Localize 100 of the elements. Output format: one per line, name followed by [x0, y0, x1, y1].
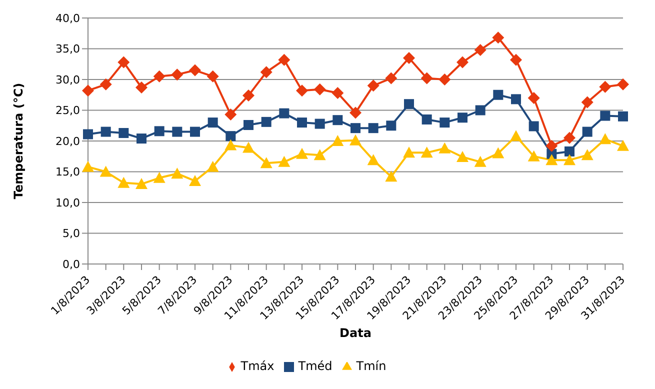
point [528, 121, 539, 132]
point [474, 156, 486, 167]
point [564, 132, 576, 144]
point [278, 156, 290, 167]
point [404, 99, 414, 110]
point [100, 78, 112, 90]
point [100, 166, 112, 177]
point [456, 150, 468, 162]
point [206, 160, 219, 172]
point [493, 90, 504, 100]
y-axis-title: Temperatura (°C) [11, 82, 26, 200]
y-tick-label: 25,0 [56, 104, 80, 118]
y-tick-label: 0,0 [62, 258, 80, 271]
point [314, 149, 326, 160]
point [564, 146, 574, 156]
legend-label: Tmín [356, 359, 386, 373]
point [261, 116, 272, 127]
point [242, 89, 254, 102]
point [260, 157, 272, 168]
point [599, 80, 612, 93]
point [564, 154, 576, 166]
point [422, 114, 432, 124]
point [332, 135, 344, 146]
point [189, 174, 201, 186]
point [100, 126, 111, 137]
point [171, 68, 184, 81]
point [546, 140, 558, 152]
point [475, 105, 486, 116]
point [314, 118, 325, 129]
point [367, 154, 380, 166]
point [172, 126, 182, 137]
point [546, 154, 558, 166]
point [403, 52, 415, 64]
point [244, 120, 254, 130]
point [510, 130, 522, 142]
point [314, 83, 326, 96]
point [386, 120, 396, 131]
point [208, 118, 218, 128]
point [278, 54, 290, 66]
point [474, 44, 486, 56]
point [206, 70, 219, 82]
point [438, 74, 451, 86]
point [617, 140, 629, 151]
point [82, 84, 94, 97]
point [136, 134, 146, 144]
point [118, 56, 130, 68]
point [492, 32, 504, 44]
y-tick-label: 40,0 [56, 12, 80, 25]
point [332, 87, 344, 100]
point [171, 168, 184, 179]
point [190, 126, 200, 137]
point [420, 72, 433, 84]
point [456, 56, 468, 68]
y-tick-label: 5,0 [62, 227, 80, 240]
point [440, 118, 450, 128]
point [528, 92, 540, 104]
y-tick-label: 35,0 [56, 42, 80, 56]
point [581, 149, 594, 160]
point [260, 66, 272, 78]
point [438, 142, 451, 154]
point [224, 139, 237, 150]
point [118, 176, 130, 188]
point [510, 54, 522, 66]
point [581, 96, 594, 108]
point [350, 134, 362, 146]
point [458, 112, 468, 123]
point [350, 106, 362, 119]
point [332, 115, 343, 126]
point [385, 170, 398, 182]
point [403, 146, 415, 158]
point [279, 108, 290, 118]
point [296, 84, 308, 97]
y-tick-label: 10,0 [56, 196, 80, 210]
point [136, 178, 148, 190]
point [242, 142, 254, 153]
point [153, 70, 166, 82]
point [118, 128, 129, 138]
point [618, 111, 628, 122]
point [511, 94, 521, 104]
point [189, 64, 201, 76]
point [350, 123, 360, 134]
y-tick-label: 15,0 [56, 166, 80, 179]
point [226, 131, 236, 142]
legend-label: Tméd [298, 359, 332, 373]
point [296, 148, 308, 159]
x-axis-title: Data [340, 326, 372, 340]
point [599, 133, 612, 144]
point [600, 110, 610, 121]
point [528, 150, 540, 162]
point [582, 126, 592, 137]
point [492, 147, 504, 158]
point [420, 146, 433, 158]
point [367, 80, 380, 92]
point [297, 118, 307, 128]
point [617, 78, 629, 90]
point [385, 72, 398, 84]
point [368, 123, 378, 134]
point [153, 172, 166, 183]
point [136, 81, 148, 94]
y-tick-label: 30,0 [56, 73, 80, 86]
